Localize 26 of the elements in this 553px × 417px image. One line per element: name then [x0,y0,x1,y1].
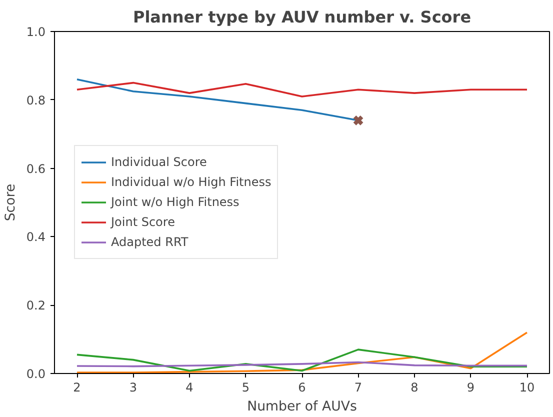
line-series [76,348,528,372]
y-tick-label: 0.2 [26,298,46,313]
x-tick-label: 9 [466,380,475,394]
y-tick-label: 0.6 [26,162,46,176]
y-tick-label: 0.0 [26,367,46,381]
legend-label: Adapted RRT [111,235,188,249]
x-tick-label: 2 [73,380,81,394]
line-series [76,332,528,374]
y-tick-label: 0.8 [26,93,46,108]
legend-label: Individual w/o High Fitness [111,175,272,189]
x-axis-title: Number of AUVs [247,400,357,414]
y-axis-title: Score [3,184,18,222]
x-tick-label: 3 [129,380,138,394]
legend-label: Joint w/o High Fitness [111,195,240,209]
x-tick-label: 6 [298,380,306,394]
x-tick-label: 5 [242,380,250,394]
line-series [76,82,528,98]
y-tick-label: 0.4 [26,230,46,244]
x-tick-label: 4 [186,380,194,394]
legend-label: Joint Score [111,215,175,229]
x-tick-label: 8 [410,380,418,394]
y-tick-label: 1.0 [26,25,46,39]
chart-title: Planner type by AUV number v. Score [132,8,472,26]
x-tick-label: 10 [519,380,535,394]
legend-label: Individual Score [111,155,207,169]
x-tick-label: 7 [354,380,362,394]
